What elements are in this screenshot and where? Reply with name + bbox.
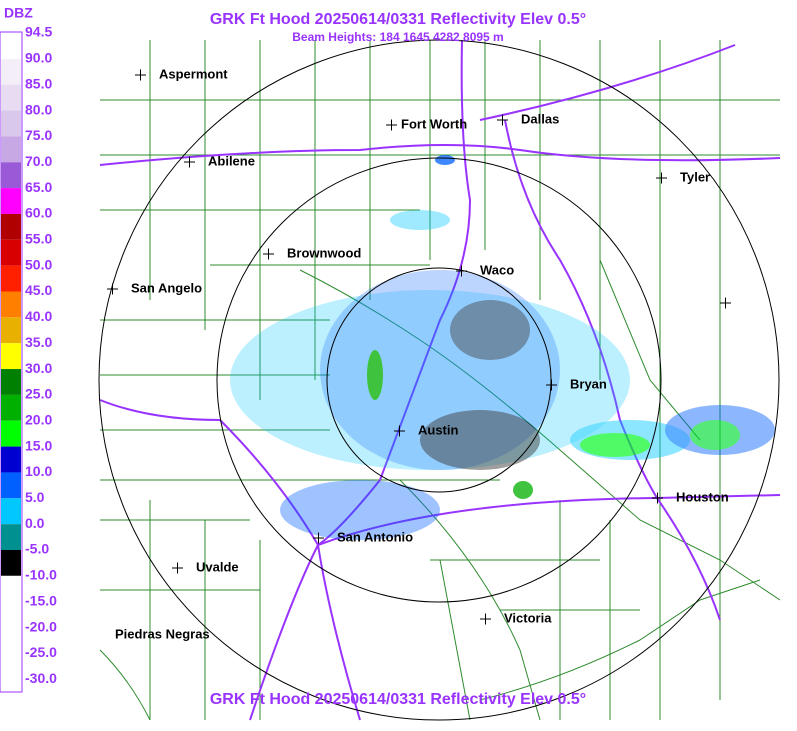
city-marker <box>107 283 118 295</box>
city-marker <box>313 532 324 544</box>
legend-swatch <box>1 575 21 602</box>
legend-swatch <box>1 84 21 111</box>
legend-label: 15.0 <box>25 437 52 453</box>
city-label: San Antonio <box>337 529 413 544</box>
legend-swatch <box>1 162 21 189</box>
legend-swatch <box>1 498 21 525</box>
subtitle: Beam Heights: 184 1645 4282 8095 m <box>292 30 503 44</box>
legend-swatch <box>1 239 21 266</box>
city-marker <box>546 379 557 391</box>
legend-label: -5.0 <box>25 541 49 557</box>
city-marker <box>652 492 663 504</box>
legend-swatch <box>1 33 21 59</box>
legend-label: 50.0 <box>25 256 52 272</box>
legend-swatch <box>1 627 21 654</box>
legend-label: 45.0 <box>25 282 52 298</box>
city-marker <box>184 156 195 168</box>
city-marker <box>135 69 146 81</box>
legend-swatch <box>1 601 21 628</box>
city-label: Waco <box>480 262 514 277</box>
legend-label: -30.0 <box>25 670 57 686</box>
legend-swatch <box>1 110 21 137</box>
legend-label: 85.0 <box>25 75 52 91</box>
city-label: Victoria <box>504 610 552 625</box>
legend-label: 55.0 <box>25 231 52 247</box>
highways <box>99 39 781 721</box>
legend-swatch <box>1 213 21 240</box>
legend-label: 30.0 <box>25 360 52 376</box>
legend-swatch <box>1 291 21 318</box>
city-label: Abilene <box>208 153 255 168</box>
legend-swatch <box>1 136 21 163</box>
legend-swatch <box>1 653 21 680</box>
legend-swatch <box>1 369 21 395</box>
city-label: Tyler <box>680 169 710 184</box>
city-marker <box>456 265 467 277</box>
legend-label: 10.0 <box>25 463 52 479</box>
legend-swatch <box>1 420 21 447</box>
cities: Aspermont Fort Worth Dallas Abilene Tyler Bro… <box>107 66 731 641</box>
legend-label: -10.0 <box>25 567 57 583</box>
legend-label: 75.0 <box>25 127 52 143</box>
footer-title: GRK Ft Hood 20250614/0331 Reflectivity E… <box>210 691 586 708</box>
city-marker <box>263 248 274 260</box>
city-label: San Angelo <box>131 280 202 295</box>
legend-label: 20.0 <box>25 411 52 427</box>
title: GRK Ft Hood 20250614/0331 Reflectivity E… <box>210 11 586 28</box>
city-label: Uvalde <box>196 559 239 574</box>
county-lines <box>99 40 781 721</box>
legend-swatch <box>1 317 21 344</box>
legend-unit: DBZ <box>4 5 33 21</box>
legend-label: -15.0 <box>25 592 57 608</box>
legend-label: 5.0 <box>25 489 45 505</box>
legend-label: 40.0 <box>25 308 52 324</box>
legend-swatch <box>1 343 21 370</box>
city-label: Piedras Negras <box>115 626 210 641</box>
legend-label: 90.0 <box>25 50 52 66</box>
legend-swatch <box>1 446 21 473</box>
legend-label: 65.0 <box>25 179 52 195</box>
legend-label: 70.0 <box>25 153 52 169</box>
city-marker <box>394 425 405 437</box>
legend-swatch <box>1 550 21 576</box>
radar-echoes <box>230 155 775 540</box>
city-marker <box>497 114 508 126</box>
legend-swatch <box>1 58 21 85</box>
legend-label: 0.0 <box>25 515 45 531</box>
legend-swatch <box>1 472 21 499</box>
legend-label: 25.0 <box>25 386 52 402</box>
legend-swatch <box>1 188 21 214</box>
legend-swatch <box>1 265 21 292</box>
city-label: Dallas <box>521 111 559 126</box>
city-marker <box>656 172 667 184</box>
city-label: Brownwood <box>287 245 361 260</box>
city-label: Fort Worth <box>401 116 467 131</box>
city-marker <box>386 119 397 131</box>
city-label: Bryan <box>570 376 607 391</box>
range-rings <box>98 39 780 721</box>
city-marker <box>480 613 491 625</box>
city-marker <box>720 297 731 309</box>
legend: 94.5 90.0 85.0 80.0 75.0 70.0 65.0 60.0 55.0 50.0… <box>1 24 57 686</box>
city-label: Austin <box>418 422 459 437</box>
legend-label: 60.0 <box>25 205 52 221</box>
legend-swatch <box>1 394 21 421</box>
legend-label: -20.0 <box>25 618 57 634</box>
city-marker <box>172 562 183 574</box>
legend-label: -25.0 <box>25 644 57 660</box>
city-label: Houston <box>676 489 729 504</box>
city-label: Aspermont <box>159 66 228 81</box>
legend-label: 35.0 <box>25 334 52 350</box>
legend-label: 94.5 <box>25 24 52 40</box>
legend-swatch <box>1 524 21 550</box>
legend-label: 80.0 <box>25 101 52 117</box>
